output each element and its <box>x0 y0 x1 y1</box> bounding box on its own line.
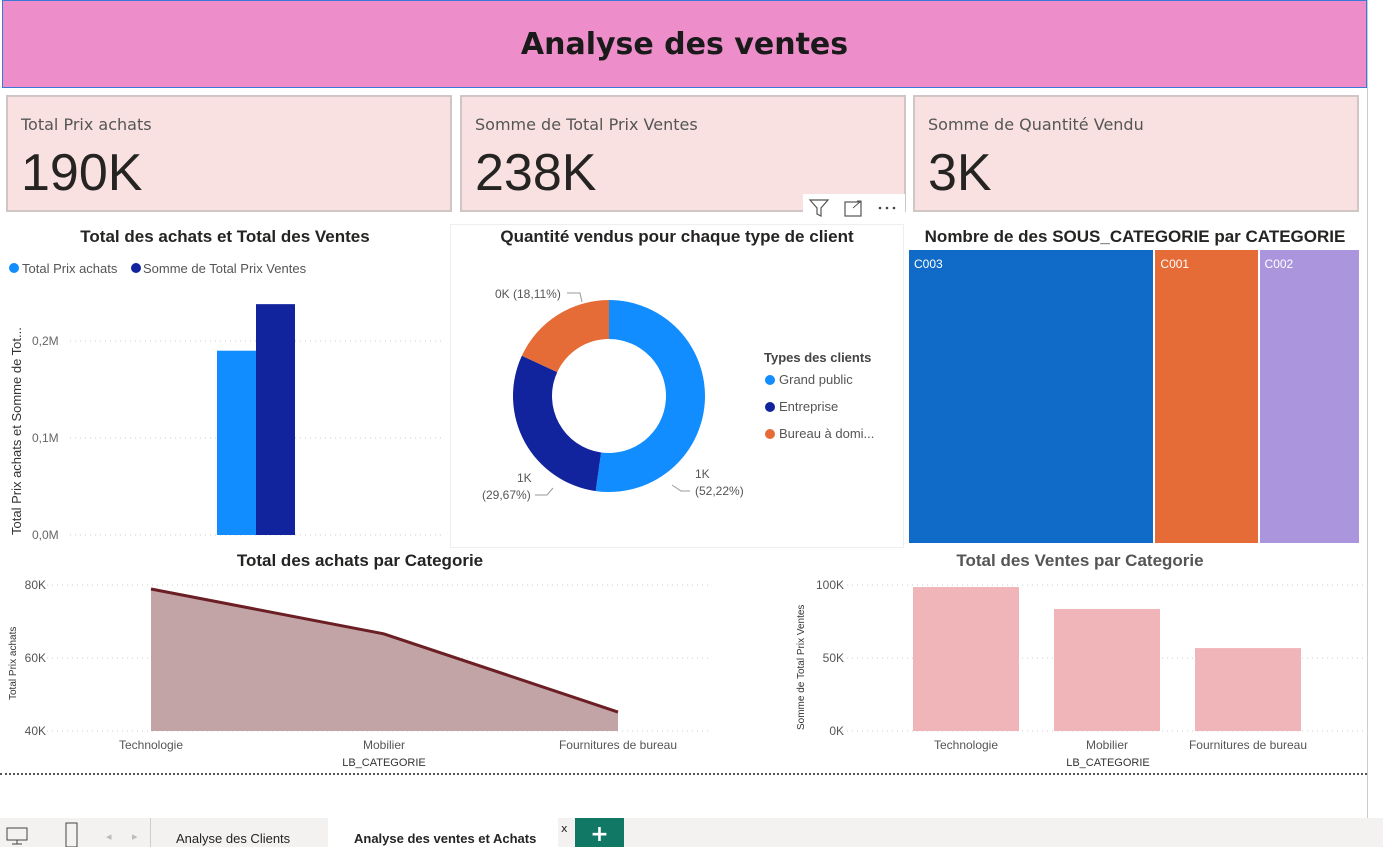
x-tick-label: Mobilier <box>363 738 405 752</box>
focus-mode-icon[interactable] <box>844 200 862 217</box>
kpi-card-total-achats[interactable]: Total Prix achats 190K <box>6 95 452 212</box>
x-axis-title: LB_CATEGORIE <box>342 757 426 769</box>
y-tick-label: 40K <box>25 724 46 738</box>
kpi-card-quantite[interactable]: Somme de Quantité Vendu 3K <box>913 95 1359 212</box>
bar-total-prix-achats <box>217 350 256 535</box>
x-tick-label: Fournitures de bureau <box>559 738 677 752</box>
leader-line <box>567 292 583 303</box>
kpi-value: 3K <box>928 144 992 202</box>
data-label: 1K <box>695 467 710 481</box>
prev-page-icon[interactable]: ◂ <box>106 830 112 843</box>
bar-chart-ventes-categorie[interactable]: Somme de Total Prix Ventes LB_CATEGORIE … <box>780 570 1370 770</box>
donut-slice-1 <box>513 355 602 492</box>
divider <box>150 818 151 847</box>
y-tick-label: 60K <box>25 651 46 665</box>
kpi-label: Total Prix achats <box>21 115 152 134</box>
report-title: Analyse des ventes <box>520 26 849 62</box>
desktop-view-icon[interactable] <box>6 826 30 846</box>
tab-analyse-clients[interactable]: Analyse des Clients <box>176 831 291 846</box>
y-tick-label: 50K <box>823 651 844 665</box>
add-page-button[interactable]: + <box>575 818 624 847</box>
donut-slice-2 <box>521 300 609 373</box>
visual-header <box>803 194 905 220</box>
chart-title: Total des achats par Categorie <box>236 551 484 570</box>
tile-label: C003 <box>914 257 943 271</box>
legend-title: Types des clients <box>764 350 871 365</box>
legend-marker <box>9 263 19 273</box>
y-tick-label: 0,2M <box>32 334 59 348</box>
chart-title: Total des Ventes par Categorie <box>956 551 1204 570</box>
data-label: (52,22%) <box>695 484 744 498</box>
leader-line <box>671 484 690 492</box>
treemap-sous-categorie[interactable]: C003 C001 C002 <box>909 250 1361 543</box>
bar-2 <box>1195 648 1301 731</box>
chart-title: Quantité vendus pour chaque type de clie… <box>500 227 854 246</box>
kpi-value: 238K <box>475 144 597 202</box>
y-tick-label: 100K <box>816 578 844 592</box>
x-tick-label: Technologie <box>119 738 183 752</box>
x-tick-label: Technologie <box>934 738 998 752</box>
kpi-card-total-ventes[interactable]: Somme de Total Prix Ventes 238K <box>460 95 906 212</box>
y-tick-label: 0,1M <box>32 431 59 445</box>
donut-chart-types-clients[interactable]: Types des clients Grand public Entreprise… <box>450 250 904 546</box>
legend-label: Somme de Total Prix Ventes <box>143 261 307 276</box>
tab-analyse-ventes-achats[interactable]: Analyse des ventes et Achats <box>328 818 558 847</box>
y-tick-label: 0,0M <box>32 528 59 542</box>
y-tick-label: 0K <box>829 724 844 738</box>
area-fill <box>151 589 618 731</box>
bar-0 <box>913 587 1019 731</box>
report-title-banner: Analyse des ventes <box>2 0 1367 88</box>
page-tab-bar: ◂ ▸ Analyse des Clients Analyse des vent… <box>0 818 1383 847</box>
y-tick-label: 80K <box>25 578 46 592</box>
kpi-label: Somme de Total Prix Ventes <box>475 115 698 134</box>
tile-label: C001 <box>1160 257 1190 271</box>
bar-1 <box>1054 608 1160 731</box>
legend-marker <box>765 402 775 412</box>
kpi-label: Somme de Quantité Vendu <box>928 115 1144 134</box>
leader-line <box>535 487 554 496</box>
more-options-icon[interactable] <box>878 206 896 210</box>
y-axis-title: Total Prix achats et Somme de Tot... <box>9 327 24 535</box>
legend-marker <box>765 429 775 439</box>
x-tick-label: Fournitures de bureau <box>1189 738 1307 752</box>
x-tick-label: Mobilier <box>1086 738 1128 752</box>
page-boundary <box>0 773 1367 775</box>
data-label: (29,67%) <box>482 488 531 502</box>
legend-marker <box>131 263 141 273</box>
treemap-tile-c003[interactable]: C003 <box>909 250 1156 543</box>
data-label: 0K (18,11%) <box>495 287 561 301</box>
mobile-view-icon[interactable] <box>64 822 80 847</box>
collapsed-pane[interactable] <box>1367 0 1383 820</box>
visual-header-icons <box>808 199 896 217</box>
x-axis-title: LB_CATEGORIE <box>1066 757 1150 769</box>
y-axis-title: Total Prix achats <box>8 627 19 700</box>
bar-somme-de-total-prix-ventes <box>256 304 295 535</box>
area-chart-achats-categorie[interactable]: Total Prix achats LB_CATEGORIE 40K 60K 80K… <box>0 570 720 770</box>
y-axis-title: Somme de Total Prix Ventes <box>796 605 807 730</box>
tile-label: C002 <box>1264 257 1294 271</box>
donut-slice-0 <box>595 300 705 492</box>
next-page-icon[interactable]: ▸ <box>132 830 138 843</box>
treemap-tile-c001[interactable]: C001 <box>1155 250 1260 543</box>
legend-label: Grand public <box>779 372 853 387</box>
legend-label: Bureau à domi... <box>779 426 874 441</box>
chart-title: Nombre de des SOUS_CATEGORIE par CATEGOR… <box>924 227 1346 246</box>
column-chart-achats-ventes[interactable]: Total Prix achats Somme de Total Prix Ve… <box>0 250 450 550</box>
legend-label: Entreprise <box>779 399 838 414</box>
legend-label: Total Prix achats <box>22 261 118 276</box>
data-label: 1K <box>517 471 532 485</box>
donut-visual-frame <box>450 224 904 548</box>
treemap-tile-c002[interactable]: C002 <box>1259 250 1361 543</box>
chart-title: Total des achats et Total des Ventes <box>80 227 370 246</box>
filter-icon[interactable] <box>808 199 830 217</box>
legend-marker <box>765 375 775 385</box>
area-line <box>150 587 619 714</box>
kpi-value: 190K <box>21 144 143 202</box>
legend[interactable]: Total Prix achats Somme de Total Prix Ve… <box>9 261 307 276</box>
close-tab-icon[interactable]: x <box>561 822 568 835</box>
